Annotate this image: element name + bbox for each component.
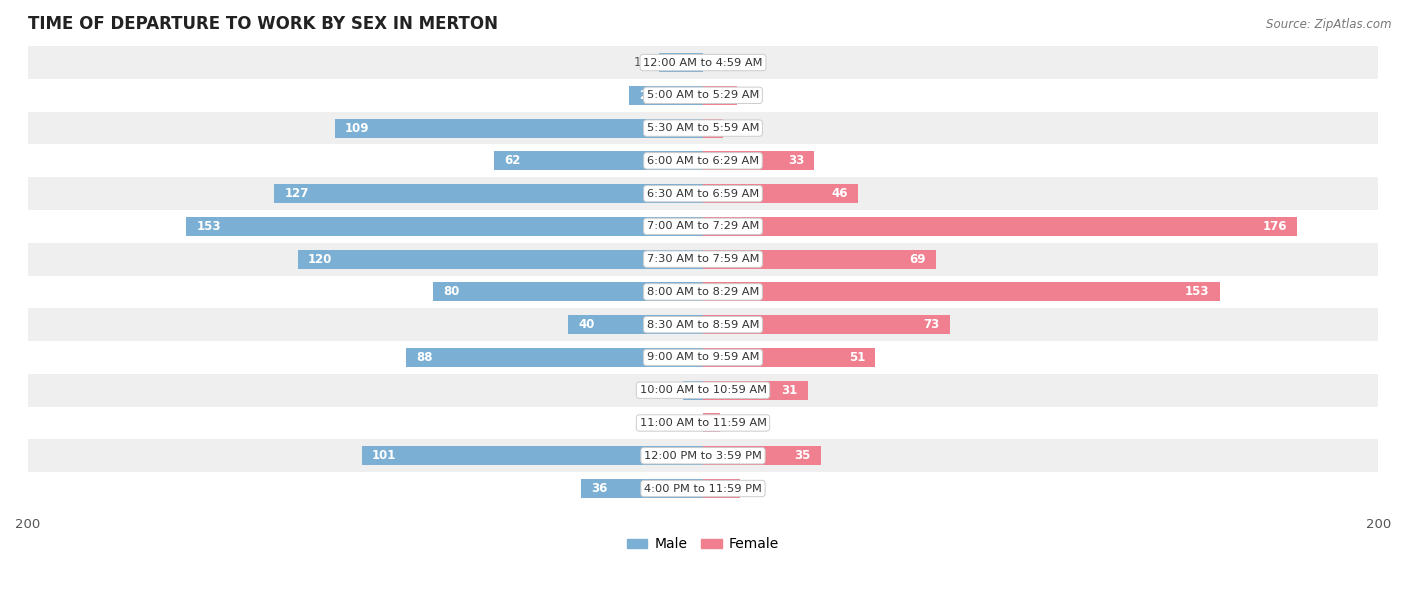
Text: 101: 101 [373, 449, 396, 462]
Text: 73: 73 [924, 318, 939, 331]
Text: 80: 80 [443, 286, 460, 299]
Bar [703, 184, 858, 203]
Bar [28, 79, 1378, 112]
Bar [28, 275, 1378, 308]
Bar [28, 145, 1378, 177]
Bar [28, 341, 1378, 374]
Text: 35: 35 [794, 449, 811, 462]
Bar [28, 112, 1378, 145]
Bar [703, 479, 740, 498]
Text: 12:00 AM to 4:59 AM: 12:00 AM to 4:59 AM [644, 58, 762, 68]
Text: 22: 22 [638, 89, 655, 102]
Text: 62: 62 [503, 154, 520, 167]
Bar [298, 250, 703, 269]
Bar [703, 315, 949, 334]
Text: 109: 109 [344, 121, 370, 134]
Text: 46: 46 [832, 187, 848, 200]
Text: 6:30 AM to 6:59 AM: 6:30 AM to 6:59 AM [647, 189, 759, 199]
Bar [433, 283, 703, 302]
Bar [703, 381, 807, 400]
Bar [703, 86, 737, 105]
Bar [406, 348, 703, 367]
Text: 120: 120 [308, 253, 332, 265]
Bar [274, 184, 703, 203]
Bar [28, 374, 1378, 406]
Text: 11: 11 [751, 482, 765, 495]
Text: 33: 33 [787, 154, 804, 167]
Bar [582, 479, 703, 498]
Bar [28, 177, 1378, 210]
Text: 5: 5 [730, 416, 737, 430]
Text: 0: 0 [686, 416, 693, 430]
Bar [28, 46, 1378, 79]
Bar [703, 283, 1219, 302]
Text: 5:30 AM to 5:59 AM: 5:30 AM to 5:59 AM [647, 123, 759, 133]
Bar [703, 446, 821, 465]
Text: 11:00 AM to 11:59 AM: 11:00 AM to 11:59 AM [640, 418, 766, 428]
Text: 69: 69 [910, 253, 927, 265]
Text: 7:30 AM to 7:59 AM: 7:30 AM to 7:59 AM [647, 254, 759, 264]
Text: 10: 10 [747, 89, 762, 102]
Bar [703, 118, 723, 137]
Text: 6:00 AM to 6:29 AM: 6:00 AM to 6:29 AM [647, 156, 759, 166]
Text: 6: 6 [665, 384, 672, 397]
Bar [659, 53, 703, 72]
Bar [187, 217, 703, 236]
Text: 40: 40 [578, 318, 595, 331]
Text: 31: 31 [782, 384, 797, 397]
Text: 6: 6 [734, 121, 741, 134]
Text: 4:00 PM to 11:59 PM: 4:00 PM to 11:59 PM [644, 484, 762, 493]
Text: 0: 0 [713, 56, 720, 69]
Text: 176: 176 [1263, 220, 1288, 233]
Bar [28, 243, 1378, 275]
Bar [703, 151, 814, 170]
Text: 8:30 AM to 8:59 AM: 8:30 AM to 8:59 AM [647, 320, 759, 330]
Text: 36: 36 [592, 482, 607, 495]
Bar [703, 250, 936, 269]
Text: 9:00 AM to 9:59 AM: 9:00 AM to 9:59 AM [647, 352, 759, 362]
Bar [361, 446, 703, 465]
Bar [28, 406, 1378, 439]
Text: 13: 13 [634, 56, 650, 69]
Bar [568, 315, 703, 334]
Text: 5:00 AM to 5:29 AM: 5:00 AM to 5:29 AM [647, 90, 759, 101]
Bar [703, 348, 875, 367]
Text: 7:00 AM to 7:29 AM: 7:00 AM to 7:29 AM [647, 221, 759, 231]
Bar [28, 210, 1378, 243]
Bar [28, 472, 1378, 505]
Text: 153: 153 [197, 220, 221, 233]
Bar [335, 118, 703, 137]
Bar [683, 381, 703, 400]
Bar [28, 439, 1378, 472]
Bar [703, 217, 1298, 236]
Text: 51: 51 [849, 351, 865, 364]
Bar [628, 86, 703, 105]
Text: Source: ZipAtlas.com: Source: ZipAtlas.com [1267, 18, 1392, 31]
Text: 88: 88 [416, 351, 433, 364]
Text: 8:00 AM to 8:29 AM: 8:00 AM to 8:29 AM [647, 287, 759, 297]
Text: 10:00 AM to 10:59 AM: 10:00 AM to 10:59 AM [640, 385, 766, 395]
Legend: Male, Female: Male, Female [621, 532, 785, 557]
Bar [28, 308, 1378, 341]
Bar [703, 414, 720, 433]
Text: 153: 153 [1185, 286, 1209, 299]
Text: 12:00 PM to 3:59 PM: 12:00 PM to 3:59 PM [644, 451, 762, 461]
Bar [494, 151, 703, 170]
Text: 127: 127 [284, 187, 309, 200]
Text: TIME OF DEPARTURE TO WORK BY SEX IN MERTON: TIME OF DEPARTURE TO WORK BY SEX IN MERT… [28, 15, 498, 33]
